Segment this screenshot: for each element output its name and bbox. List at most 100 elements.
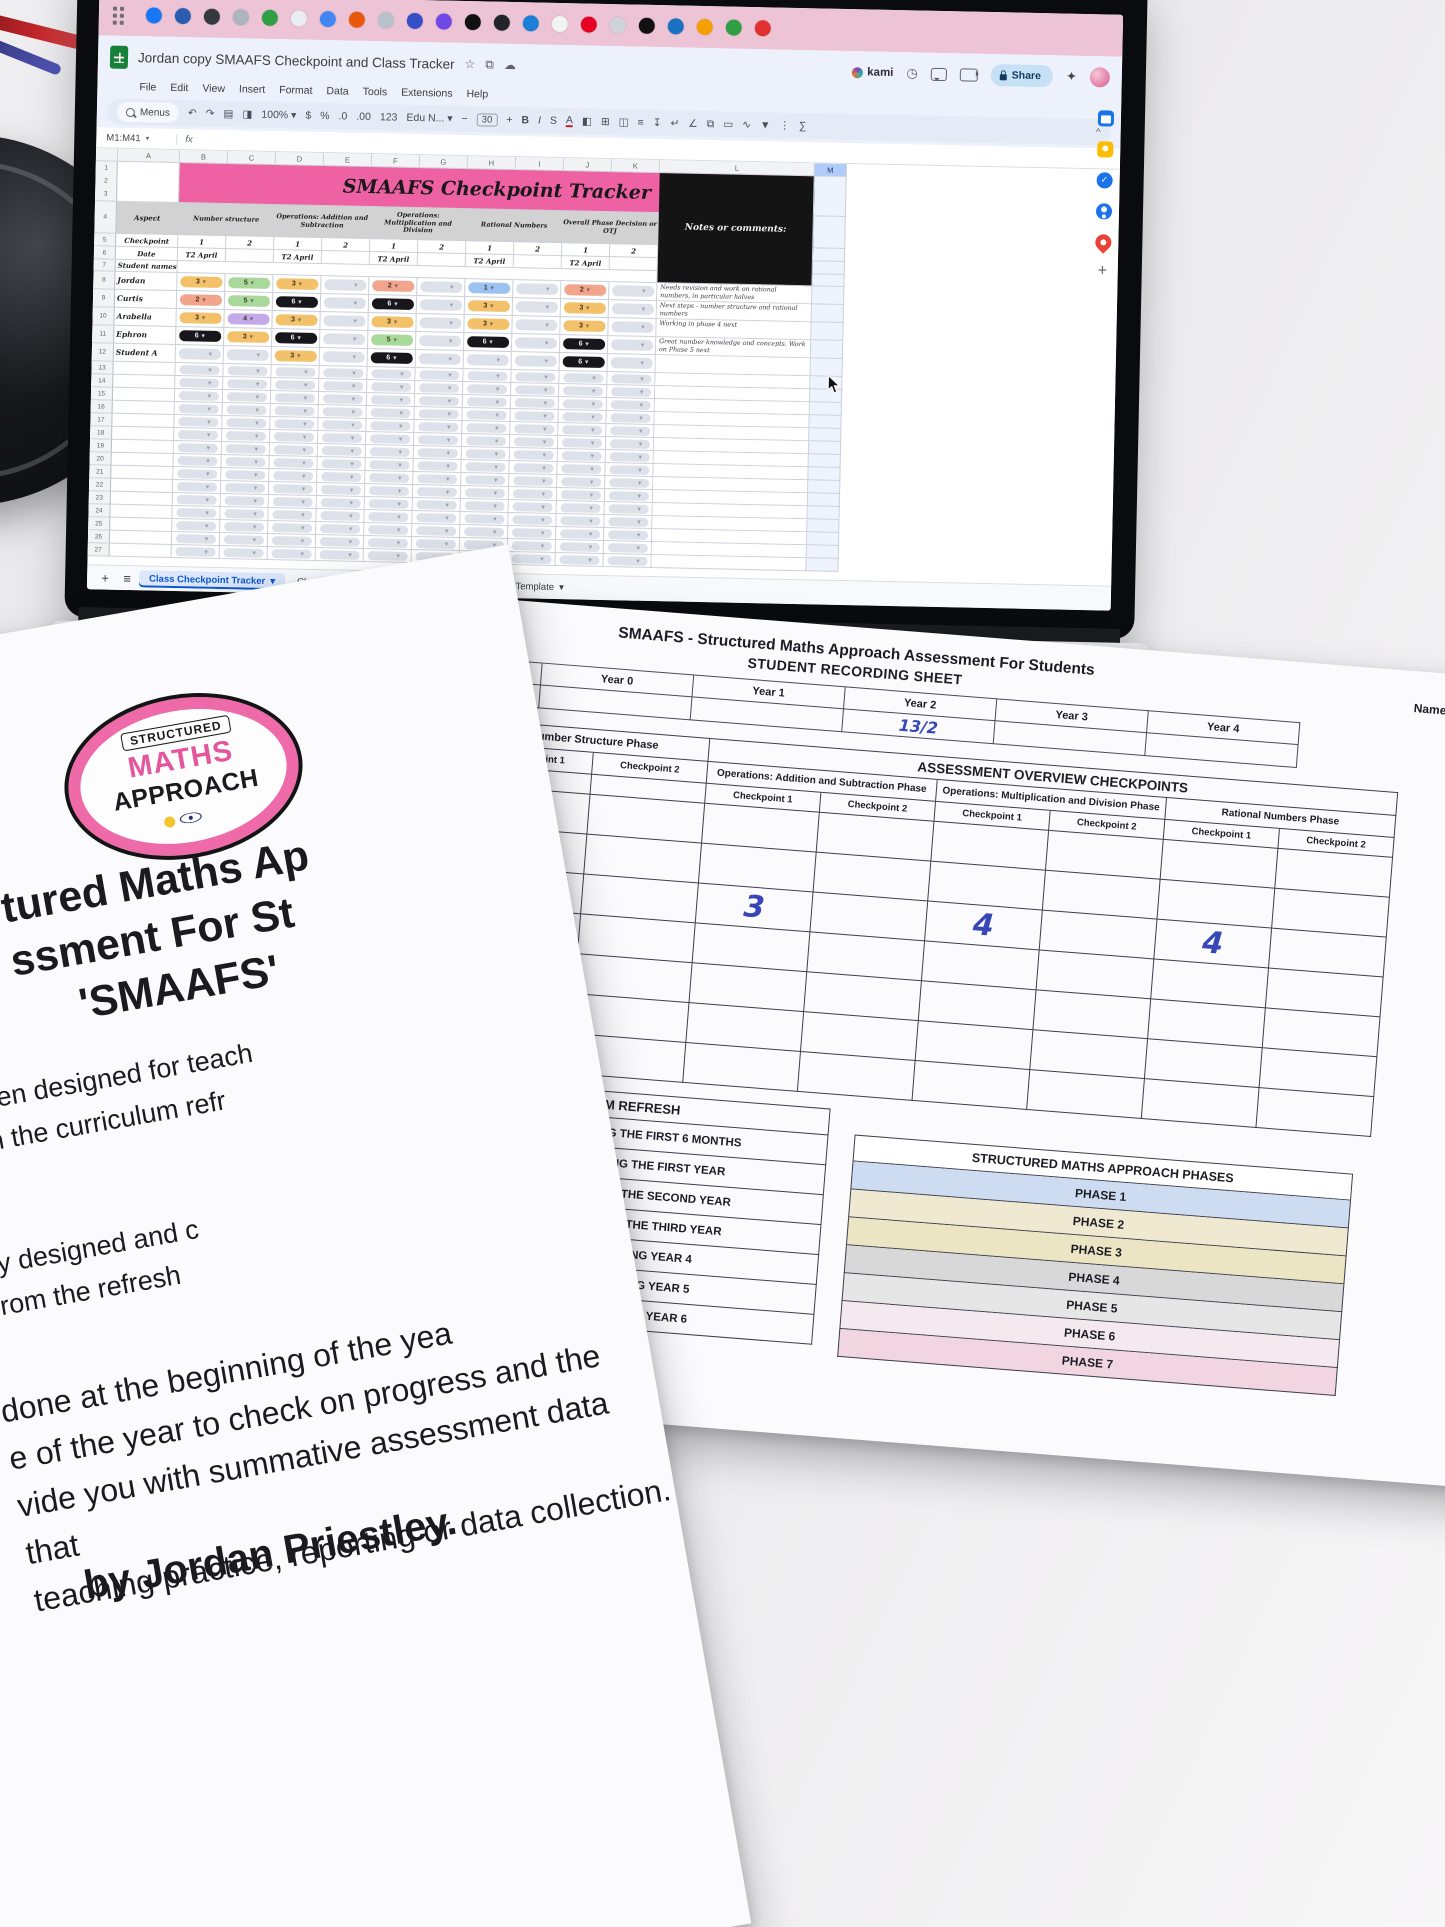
grid-cell[interactable]: M [814, 163, 847, 178]
checkpoint-dropdown[interactable]: 3 ▾ [179, 276, 222, 288]
toolbar-print-icon[interactable]: ▤ [223, 107, 234, 121]
grid-cell[interactable]: ▾ [319, 330, 369, 350]
checkpoint-dropdown[interactable]: ▾ [226, 391, 267, 402]
bookmark-favicon[interactable] [667, 18, 684, 35]
grid-cell[interactable] [807, 493, 841, 507]
checkpoint-dropdown[interactable]: ▾ [370, 368, 412, 379]
checkpoint-dropdown[interactable]: 2 ▾ [179, 294, 222, 306]
checkpoint-dropdown[interactable]: 1 ▾ [467, 282, 510, 294]
checkpoint-dropdown[interactable]: ▾ [369, 433, 410, 444]
grid-cell[interactable]: ▾ [220, 493, 269, 508]
checkpoint-dropdown[interactable]: ▾ [320, 458, 362, 469]
toolbar-vertical-align-icon[interactable]: ↧ [652, 116, 662, 129]
grid-cell[interactable]: 1 ▾ [465, 279, 514, 299]
grid-cell[interactable]: ▾ [462, 408, 511, 423]
student-name[interactable]: Student A [113, 343, 177, 364]
grid-cell[interactable]: ▾ [512, 316, 561, 336]
checkpoint-dropdown[interactable]: 3 ▾ [178, 312, 222, 324]
grid-cell[interactable]: 5 ▾ [224, 292, 274, 312]
grid-cell[interactable]: ▾ [414, 394, 464, 409]
aspect-header[interactable]: Operations: Multiplication and Division [370, 207, 467, 242]
grid-cell[interactable]: 24 [88, 504, 111, 518]
checkpoint-dropdown[interactable]: ▾ [224, 469, 265, 480]
grid-cell[interactable]: ▾ [319, 366, 368, 381]
toolbar-redo-icon[interactable]: ↷ [205, 107, 215, 120]
grid-cell[interactable]: 21 [89, 465, 112, 479]
calendar-icon[interactable] [1097, 110, 1115, 127]
grid-cell[interactable]: ▾ [222, 390, 272, 405]
grid-cell[interactable]: ▾ [319, 379, 368, 394]
bookmark-favicon[interactable] [464, 13, 482, 31]
grid-cell[interactable]: ▾ [174, 414, 223, 430]
checkpoint-dropdown[interactable]: 6 ▾ [466, 336, 509, 348]
grid-cell[interactable] [110, 517, 173, 532]
grid-cell[interactable] [111, 452, 174, 467]
grid-cell[interactable]: 6 ▾ [271, 329, 321, 349]
checkpoint-dropdown[interactable]: ▾ [466, 396, 507, 407]
history-icon[interactable]: ◷ [906, 65, 918, 81]
checkpoint-dropdown[interactable]: ▾ [274, 392, 315, 403]
grid-cell[interactable]: 26 [87, 530, 111, 544]
grid-cell[interactable]: ▾ [555, 540, 604, 555]
checkpoint-dropdown[interactable]: ▾ [177, 416, 219, 427]
toolbar-more-icon[interactable]: ⋮ [779, 119, 791, 132]
grid-cell[interactable]: 14 [91, 374, 114, 388]
checkpoint-dropdown[interactable]: ▾ [610, 399, 651, 410]
checkpoint-dropdown[interactable]: ▾ [225, 417, 266, 428]
grid-cell[interactable]: ▾ [558, 423, 607, 438]
grid-cell[interactable]: ▾ [363, 535, 413, 550]
grid-cell[interactable]: ▾ [268, 481, 318, 496]
checkpoint-dropdown[interactable]: ▾ [514, 337, 557, 349]
grid-cell[interactable]: ▾ [606, 424, 655, 439]
meet-camera-icon[interactable] [959, 67, 978, 82]
checkpoint-dropdown[interactable]: ▾ [609, 451, 650, 462]
grid-cell[interactable] [806, 545, 839, 559]
grid-cell[interactable]: ▾ [463, 382, 512, 397]
grid-cell[interactable] [807, 506, 840, 520]
grid-cell[interactable]: ▾ [415, 332, 465, 352]
checkpoint-dropdown[interactable]: ▾ [368, 485, 409, 496]
grid-cell[interactable]: 1 [178, 235, 227, 250]
checkpoint-dropdown[interactable]: ▾ [416, 460, 458, 471]
checkpoint-dropdown[interactable]: ▾ [513, 436, 554, 447]
menu-view[interactable]: View [202, 82, 226, 95]
checkpoint-dropdown[interactable]: ▾ [175, 546, 216, 557]
checkpoint-dropdown[interactable]: ▾ [224, 456, 266, 467]
grid-cell[interactable]: ▾ [461, 447, 510, 462]
student-name[interactable]: Ephron [114, 325, 177, 346]
grid-cell[interactable] [813, 216, 846, 250]
grid-cell[interactable]: ▾ [556, 501, 605, 516]
checkpoint-dropdown[interactable]: ▾ [271, 548, 312, 559]
grid-cell[interactable]: 6 ▾ [176, 327, 225, 347]
checkpoint-dropdown[interactable]: 6 ▾ [371, 298, 414, 310]
checkpoint-dropdown[interactable]: ▾ [512, 501, 553, 512]
grid-cell[interactable] [811, 322, 844, 341]
menus-search-button[interactable]: Menus [116, 101, 180, 124]
aspect-header[interactable]: Rational Numbers [466, 209, 563, 244]
grid-cell[interactable] [112, 400, 175, 415]
checkpoint-dropdown[interactable]: ▾ [514, 355, 557, 367]
grid-cell[interactable]: ▾ [221, 441, 270, 457]
checkpoint-dropdown[interactable]: ▾ [367, 537, 408, 548]
grid-cell[interactable]: ▾ [172, 518, 221, 533]
grid-cell[interactable]: ▾ [318, 405, 367, 420]
checkpoint-dropdown[interactable]: ▾ [226, 365, 268, 376]
grid-cell[interactable]: ▾ [508, 513, 557, 528]
checkpoint-dropdown[interactable]: ▾ [322, 406, 363, 417]
bookmark-favicon[interactable] [435, 13, 453, 30]
grid-cell[interactable] [808, 441, 842, 455]
checkpoint-dropdown[interactable]: ▾ [271, 522, 312, 533]
checkpoint-dropdown[interactable]: ▾ [272, 483, 313, 494]
grid-cell[interactable]: A [117, 148, 181, 164]
checkpoint-dropdown[interactable]: ▾ [178, 377, 219, 388]
grid-cell[interactable]: ▾ [317, 457, 366, 472]
checkpoint-dropdown[interactable]: ▾ [226, 378, 267, 389]
grid-cell[interactable]: ▾ [462, 395, 512, 410]
grid-cell[interactable] [109, 543, 172, 558]
checkpoint-dropdown[interactable]: ▾ [322, 380, 363, 391]
menu-help[interactable]: Help [466, 88, 489, 101]
checkpoint-dropdown[interactable]: 6 ▾ [275, 296, 318, 308]
menu-file[interactable]: File [139, 81, 157, 94]
checkpoint-dropdown[interactable]: ▾ [466, 383, 507, 394]
toolbar-insert-link-icon[interactable]: ⧉ [706, 117, 715, 130]
